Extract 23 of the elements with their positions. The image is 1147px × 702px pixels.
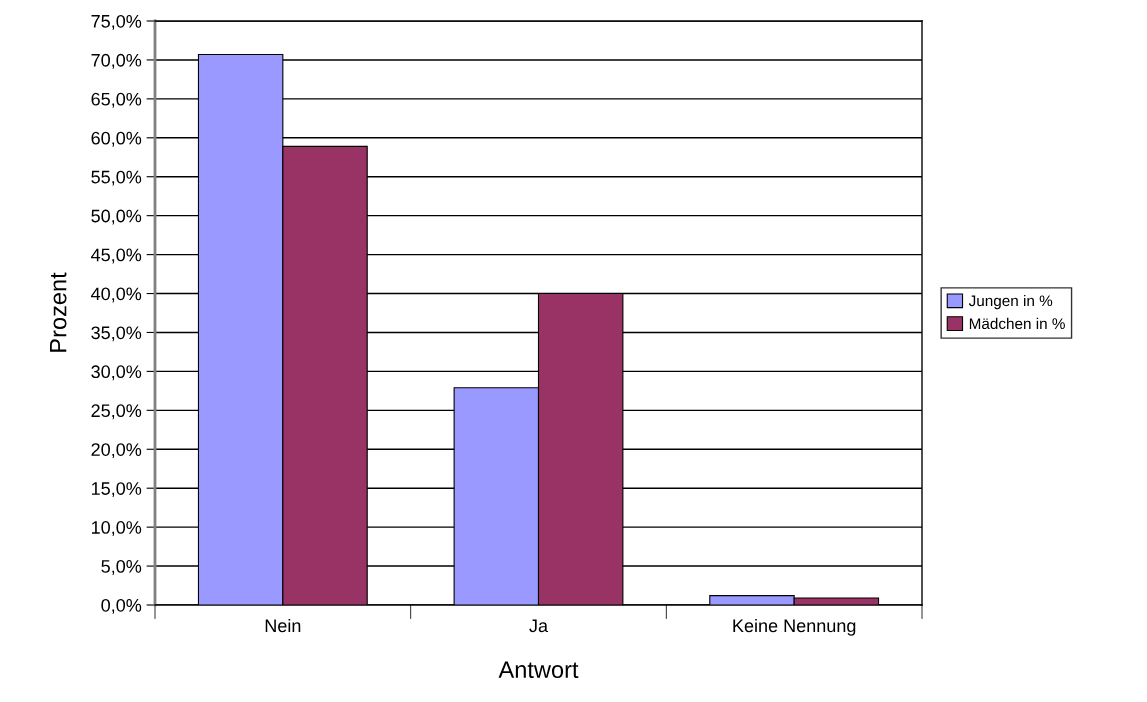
y-tick-label: 55,0% [91,170,142,186]
y-tick-label: 0,0% [101,598,142,614]
x-tick-label: Nein [265,618,301,633]
y-tick-label: 50,0% [91,209,142,225]
y-tick-label: 5,0% [101,560,142,575]
legend-label: Jungen in % [968,294,1053,310]
y-tick-label: 40,0% [91,287,142,303]
y-tick-label: 60,0% [91,131,142,147]
y-tick-label: 30,0% [91,365,142,381]
legend-label: Mädchen in % [969,317,1065,330]
y-tick-label: 35,0% [91,326,142,342]
y-axis-title: Prozent [50,272,67,352]
y-tick-label: 25,0% [91,404,142,420]
y-tick-label: 20,0% [91,443,142,459]
x-tick-label: Keine Nennung [733,618,856,636]
x-tick-label: Ja [529,619,549,633]
y-tick-label: 75,0% [91,14,142,30]
y-tick-label: 70,0% [91,53,142,69]
y-tick-label: 65,0% [91,92,142,108]
y-tick-label: 15,0% [91,482,142,498]
x-axis-title: Antwort [498,661,579,679]
y-tick-label: 45,0% [91,248,142,264]
y-tick-label: 10,0% [91,521,142,536]
